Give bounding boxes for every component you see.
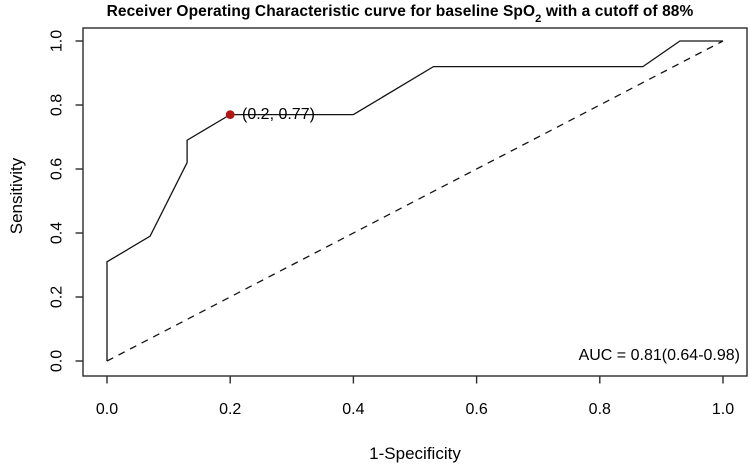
x-tick-label: 0.2: [219, 401, 241, 418]
y-axis-title: Sensitivity: [7, 157, 26, 235]
chart-title-prefix: Receiver Operating Characteristic curve …: [106, 3, 536, 20]
chart-title: Receiver Operating Characteristic curve …: [55, 3, 745, 26]
y-tick-label: 0.4: [49, 222, 66, 244]
x-tick-label: 0.0: [96, 401, 118, 418]
reference-diagonal-line: [106, 40, 724, 362]
y-tick-label: 0.0: [49, 350, 66, 372]
x-tick-label: 0.4: [342, 401, 364, 418]
x-tick-label: 1.0: [712, 401, 734, 418]
auc-annotation: AUC = 0.81(0.64-0.98): [578, 347, 740, 364]
y-axis-ticks: 0.0 0.2 0.4 0.6 0.8 1.0: [49, 30, 83, 372]
marked-point-label: (0.2, 0.77): [242, 106, 315, 123]
x-axis-title: 1-Specificity: [369, 444, 461, 463]
series-layer: [106, 40, 724, 362]
marked-point-layer: [225, 110, 235, 119]
cutoff-point-marker: [225, 110, 235, 119]
plot-box: [82, 27, 748, 377]
chart-title-subscript: 2: [535, 13, 542, 26]
y-tick-label: 0.2: [49, 286, 66, 308]
chart-title-suffix: with a cutoff of 88%: [541, 3, 694, 20]
y-tick-label: 0.6: [49, 158, 66, 180]
x-tick-label: 0.8: [589, 401, 611, 418]
x-tick-label: 0.6: [465, 401, 487, 418]
y-tick-label: 0.8: [49, 94, 66, 116]
y-tick-label: 1.0: [49, 30, 66, 52]
x-axis-ticks: 0.0 0.2 0.4 0.6 0.8 1.0: [96, 376, 734, 418]
